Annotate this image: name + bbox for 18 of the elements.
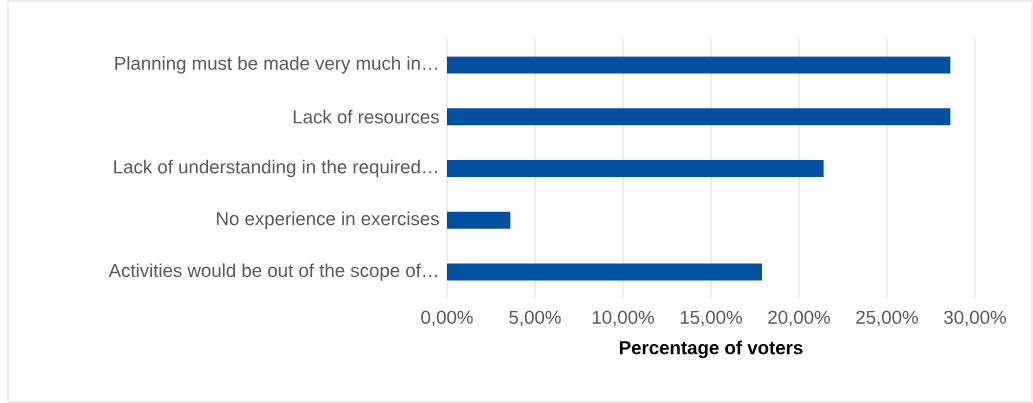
bar bbox=[447, 160, 824, 177]
x-tick-label: 15,00% bbox=[680, 310, 742, 327]
x-tick-label: 30,00% bbox=[944, 310, 1006, 327]
x-tick-label: 10,00% bbox=[592, 310, 654, 327]
bar bbox=[447, 56, 951, 74]
x-tick-label: 5,00% bbox=[509, 310, 561, 327]
bar bbox=[447, 263, 763, 281]
bar bbox=[447, 211, 511, 229]
y-tick-label: Activities would be out of the scope of… bbox=[108, 263, 438, 281]
x-tick-label: 0,00% bbox=[421, 310, 473, 327]
x-tick-label: 20,00% bbox=[768, 310, 830, 327]
y-tick-label: No experience in exercises bbox=[217, 211, 439, 229]
x-axis-title: Percentage of voters bbox=[619, 340, 803, 359]
x-tick-label: 25,00% bbox=[856, 310, 918, 327]
y-tick-label: Lack of understanding in the required… bbox=[114, 159, 438, 178]
y-tick-label: Planning must be made very much in… bbox=[115, 56, 438, 74]
y-tick-label: Lack of resources bbox=[293, 109, 439, 124]
bar bbox=[447, 108, 951, 126]
